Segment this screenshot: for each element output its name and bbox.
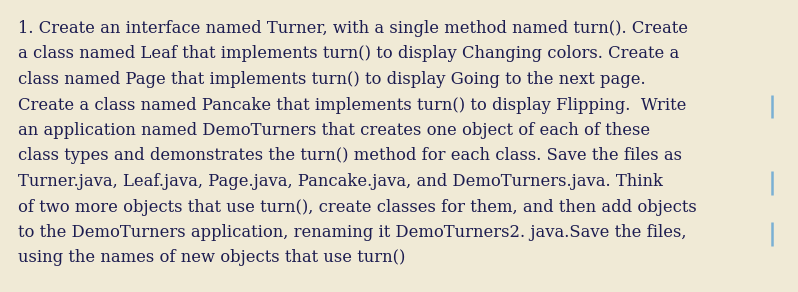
Text: to the DemoTurners application, renaming it DemoTurners2. java.Save the files,: to the DemoTurners application, renaming… (18, 224, 686, 241)
Text: of two more objects that use turn(), create classes for them, and then add objec: of two more objects that use turn(), cre… (18, 199, 697, 215)
Text: class types and demonstrates the turn() method for each class. Save the files as: class types and demonstrates the turn() … (18, 147, 682, 164)
Text: 1. Create an interface named Turner, with a single method named turn(). Create: 1. Create an interface named Turner, wit… (18, 20, 688, 37)
Text: Create a class named Pancake that implements turn() to display Flipping.  Write: Create a class named Pancake that implem… (18, 96, 686, 114)
Text: using the names of new objects that use turn(): using the names of new objects that use … (18, 249, 405, 267)
Text: an application named DemoTurners that creates one object of each of these: an application named DemoTurners that cr… (18, 122, 650, 139)
Text: a class named Leaf that implements turn() to display Changing colors. Create a: a class named Leaf that implements turn(… (18, 46, 679, 62)
Text: class named Page that implements turn() to display Going to the next page.: class named Page that implements turn() … (18, 71, 646, 88)
Text: Turner.java, Leaf.java, Page.java, Pancake.java, and DemoTurners.java. Think: Turner.java, Leaf.java, Page.java, Panca… (18, 173, 663, 190)
